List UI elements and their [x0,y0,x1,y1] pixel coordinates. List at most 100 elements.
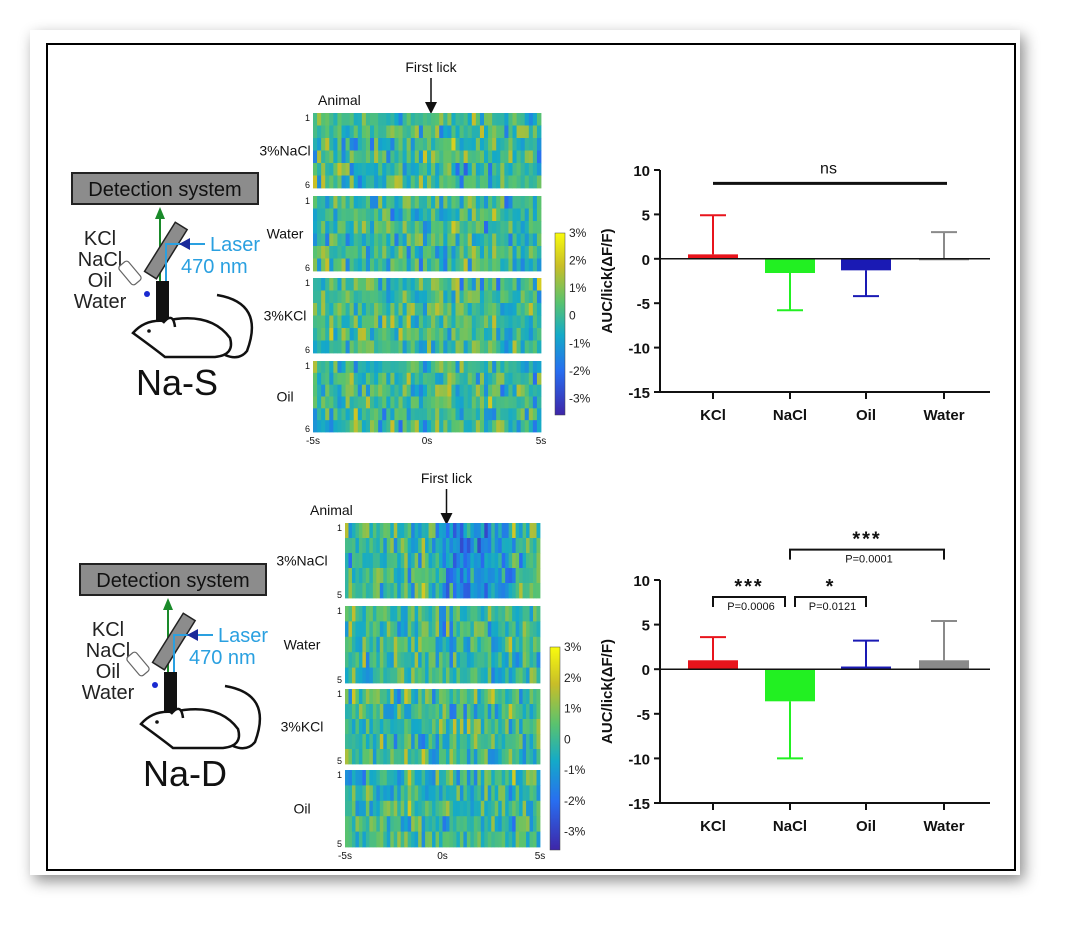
heatmap-cell [378,290,383,304]
heatmap-cell [532,361,538,374]
heatmap-cell [390,138,395,151]
heatmap-cell [353,290,359,304]
p-value-label: P=0.0006 [727,601,774,613]
heatmap-cell [505,523,510,539]
heatmap-cell [362,553,367,569]
heatmap-cell [466,553,471,569]
heatmap-cell [488,233,493,247]
heatmap-cell [418,328,424,341]
arrow-down-icon [440,513,453,525]
heatmap-cell [398,163,403,176]
heatmap-cell [345,667,349,684]
heatmap-cell [467,340,473,354]
heatmap-cell [459,138,465,151]
heatmap-cell [470,831,475,848]
heatmap-cell [475,384,481,397]
heatmap-cell [447,396,452,409]
heatmap-cell [504,372,509,386]
heatmap-cell [536,831,541,848]
heatmap-cell [379,606,384,622]
heatmap-cell [439,258,444,272]
heatmap-cell [512,328,517,341]
heatmap-cell [449,652,454,668]
heatmap-cell [372,785,377,802]
heatmap-cell [498,606,503,622]
heatmap-cell [439,553,443,569]
p-value-label: P=0.0121 [809,601,856,613]
heatmap-cell [379,553,384,569]
heatmap-cell [500,408,505,421]
heatmap-cell [393,523,398,539]
heatmap-cell [520,208,526,222]
heatmap-cell [345,749,349,765]
heatmap-cell [431,340,436,354]
heatmap-cell [526,689,530,705]
group-label: Na-S [136,362,218,403]
heatmap-cell [477,667,482,684]
heatmap-cell [491,621,496,638]
heatmap-cell [432,606,436,622]
heatmap-cell [498,831,503,848]
heatmap-cell [439,340,444,354]
heatmap-cell [358,538,363,554]
heatmap-cell [442,719,447,735]
heatmap-cell [516,315,522,329]
heatmap-cell [397,652,402,668]
bar-oil [841,666,891,670]
heatmap-cell [520,396,526,409]
heatmap-cell [414,734,419,750]
heatmap-cell [505,689,510,705]
heatmap-cell [487,770,492,786]
heatmap-cell [348,583,353,599]
heatmap-cell [532,208,538,222]
heatmap-cell [479,113,485,126]
heatmap-cell [317,420,322,433]
heatmap-cell [487,621,492,638]
heatmap-cell [329,290,334,304]
heatmap-cell [406,163,412,176]
heatmap-cell [382,290,387,304]
heatmap-cell [425,689,429,705]
heatmap-cell [492,420,497,433]
heatmap-cell [313,384,318,397]
heatmap-cell [376,621,381,638]
heatmap-cell [516,258,522,272]
heatmap-cell [349,315,355,329]
heatmap-cell [369,770,374,786]
heatmap-cell [414,246,420,259]
heatmap-cell [379,689,384,705]
heatmap-cell [536,328,542,341]
heatmap-cell [516,303,522,316]
row-tick-first: 1 [305,113,310,123]
heatmap-cell [512,689,517,705]
heatmap-cell [449,568,454,584]
heatmap-cell [372,667,377,684]
heatmap-cell [536,553,541,569]
heatmap-cell [528,113,534,126]
heatmap-cell [459,396,465,409]
heatmap-cell [404,621,409,638]
heatmap-cell [536,408,542,421]
heatmap-cell [422,278,428,291]
heatmap-cell [526,831,530,848]
heatmap-cell [351,749,356,765]
heatmap-cell [449,606,454,622]
heatmap-cell [348,785,353,802]
heatmap-cell [355,800,360,817]
heatmap-cell [390,785,395,802]
heatmap-cell [370,150,375,164]
heatmap-cell [383,636,388,653]
heatmap-cell [435,384,440,397]
heatmap-cell [361,175,367,189]
heatmap-cell [407,606,412,622]
heatmap-cell [421,667,426,684]
heatmap-cell [526,621,530,638]
heatmap-cell [325,340,330,354]
heatmap-cell [470,538,475,554]
heatmap-cell [500,328,505,341]
heatmap-cell [519,538,523,554]
heatmap-cell [524,113,530,126]
heatmap-cell [488,408,493,421]
heatmap-cell [452,770,457,786]
heatmap-cell [479,175,485,189]
